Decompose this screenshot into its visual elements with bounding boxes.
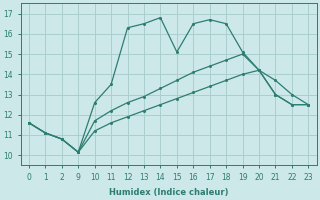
X-axis label: Humidex (Indice chaleur): Humidex (Indice chaleur) bbox=[109, 188, 228, 197]
